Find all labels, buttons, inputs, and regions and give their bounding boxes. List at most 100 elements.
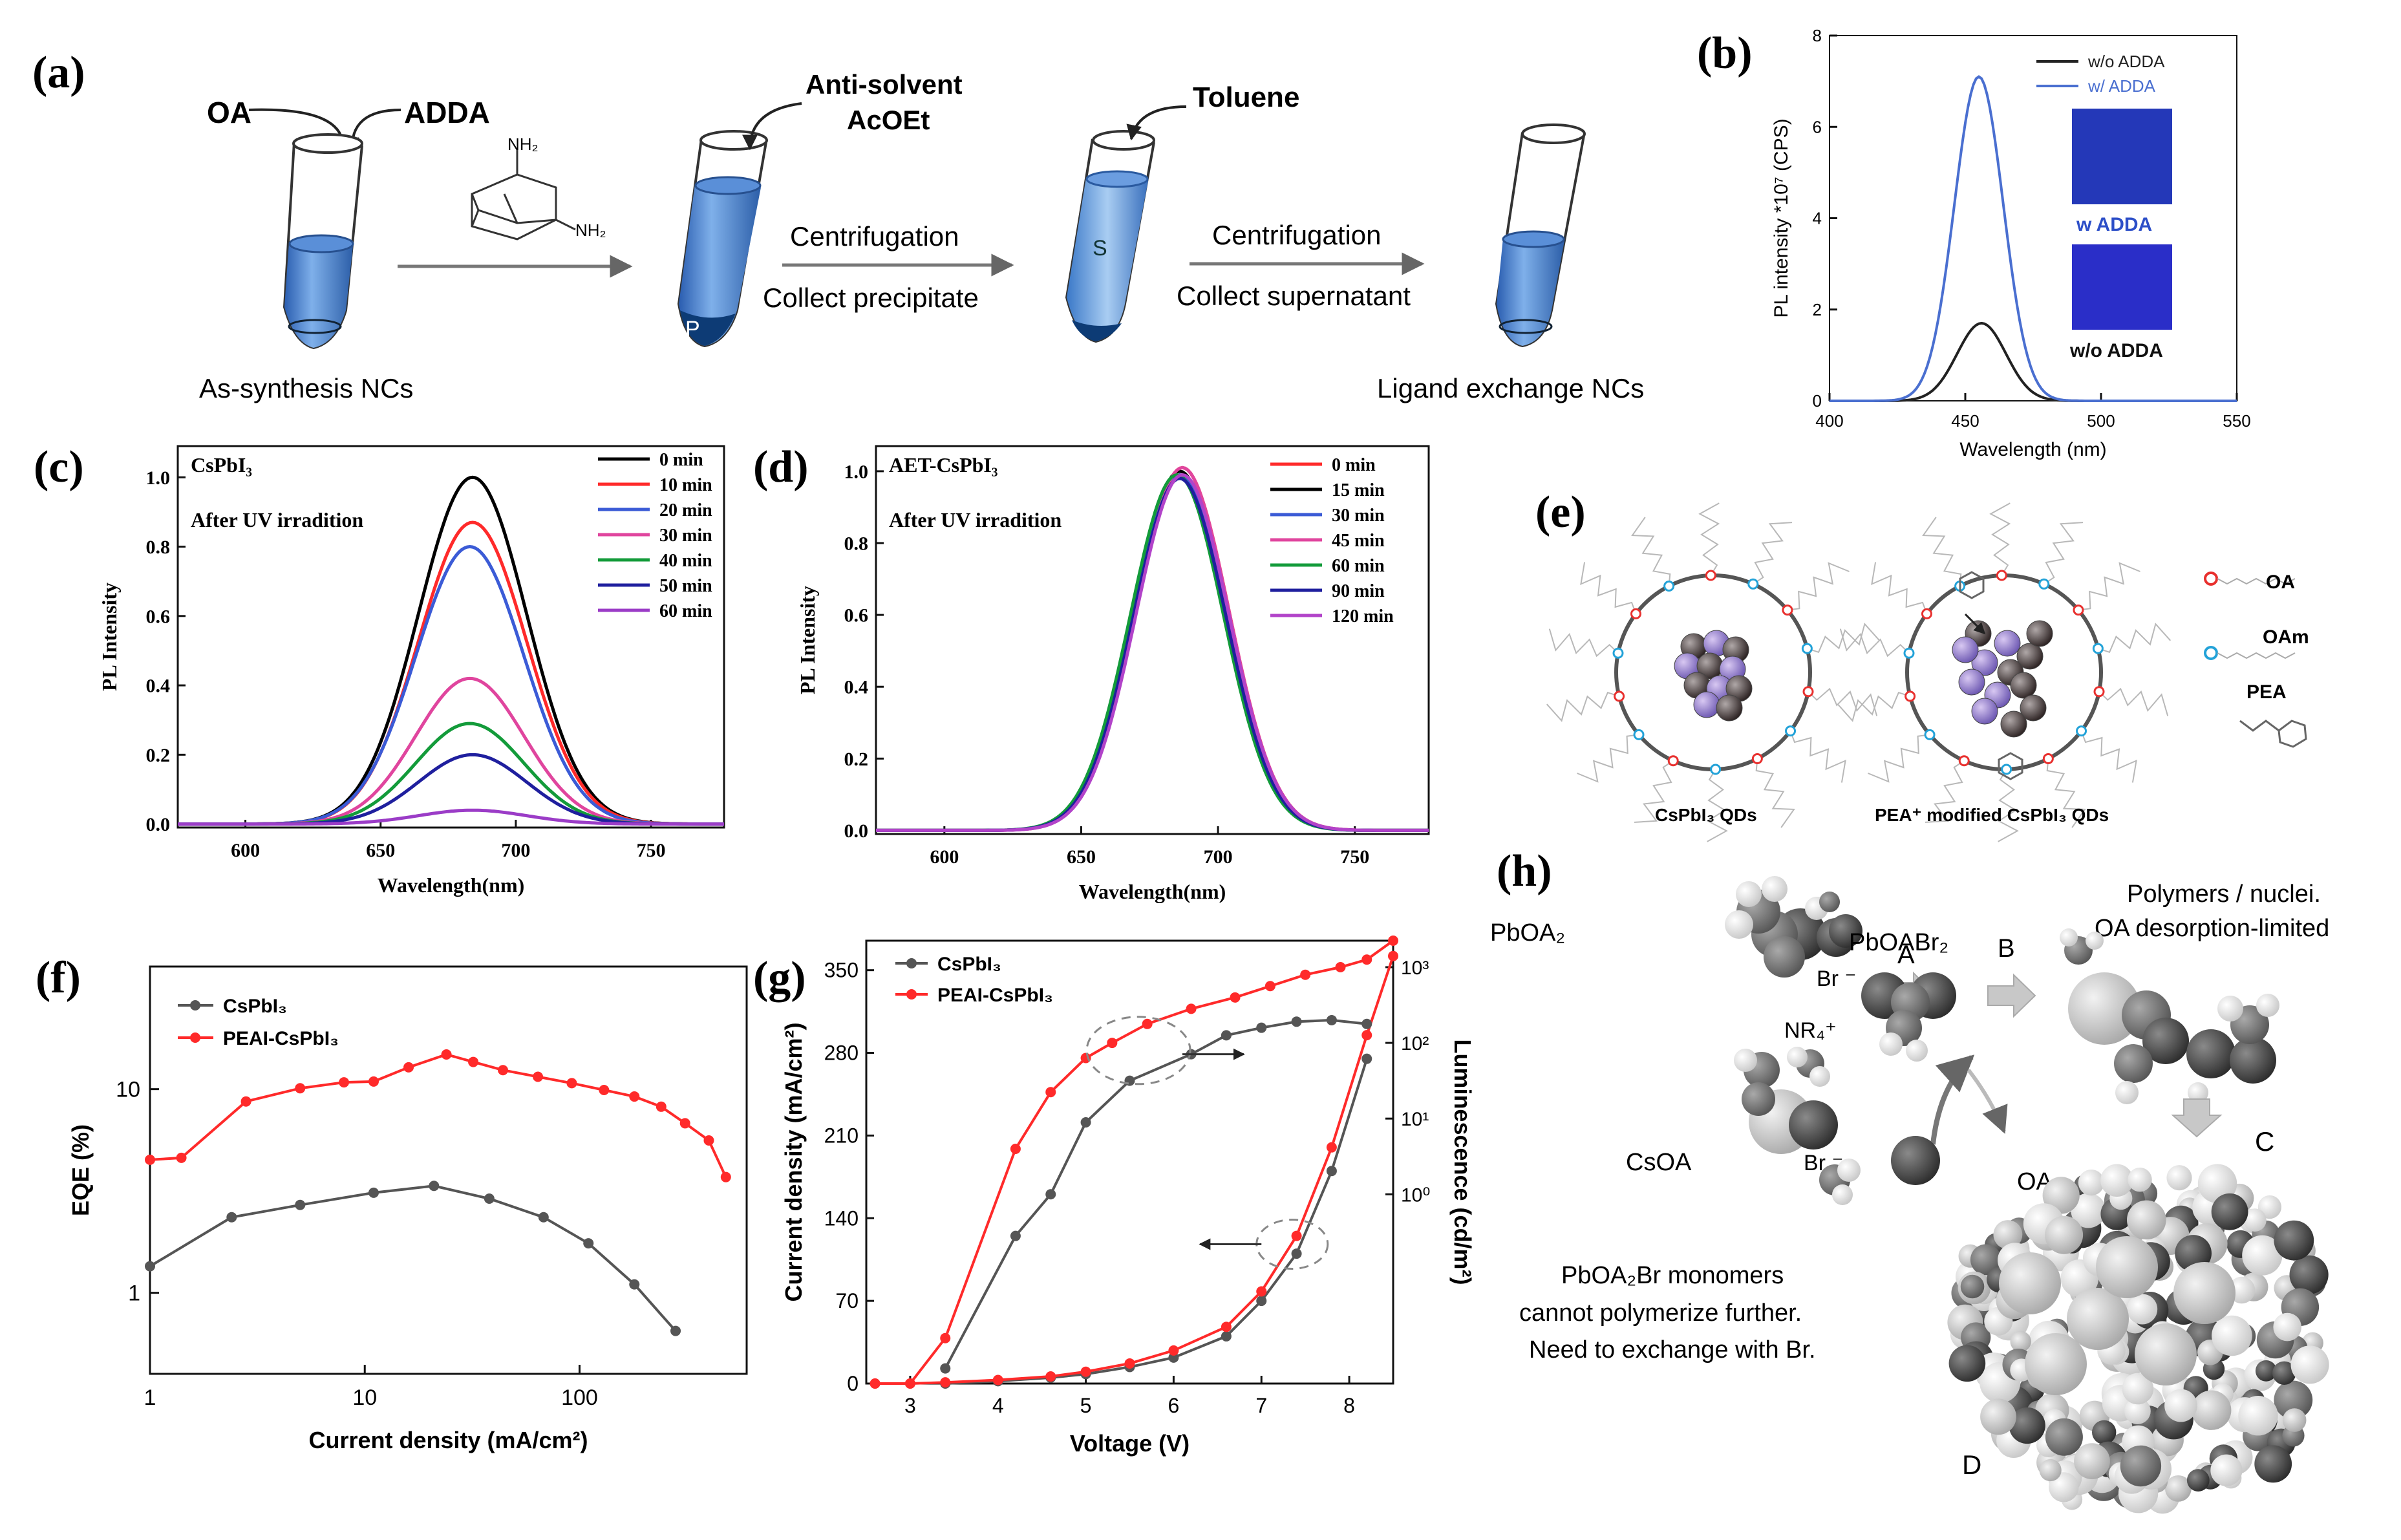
panel-label-c: (c) [34, 442, 84, 492]
x-tick-label: 750 [637, 840, 666, 861]
x-tick-label: 400 [1815, 411, 1843, 431]
cluster-cs-atom [2025, 1333, 2087, 1395]
label-toluene: Toluene [1193, 81, 1299, 113]
oam-headgroup [1612, 647, 1624, 659]
y-tick-label: 0.6 [844, 605, 869, 626]
ligand-chain [2098, 623, 2172, 654]
iodide-atom [1971, 698, 1998, 725]
y-axis-label: PL Intensity [796, 586, 819, 694]
panel-g: (g) 3 4 5 6 7 8 0 70 140 210 280 350 10⁰ 10¹ 10² 10³ Vol… [753, 936, 1476, 1457]
label-br1: Br ⁻ [1817, 967, 1856, 991]
series-line [178, 520, 724, 826]
label-arrow-a: A [1897, 941, 1915, 969]
cluster-atom [2165, 1475, 2192, 1502]
molecule-polymer [2060, 928, 2279, 1104]
label-pboabr2: PbOABr₂ [1849, 929, 1948, 956]
x-axis-label: Wavelength(nm) [378, 873, 525, 897]
y2-tick-label: 10⁰ [1401, 1184, 1430, 1206]
data-point [468, 1056, 479, 1067]
data-point [679, 1118, 690, 1129]
cluster-atom [2289, 1255, 2329, 1294]
ligand-chain [1789, 731, 1846, 783]
data-point [1045, 1371, 1056, 1382]
y-tick-label: 1.0 [844, 461, 869, 482]
data-point [870, 1378, 880, 1389]
oa-headgroup [1958, 755, 1970, 767]
data-point [1168, 1345, 1179, 1356]
data-point [441, 1049, 452, 1060]
data-point [1361, 1053, 1372, 1064]
antisolvent-line1: Anti-solvent [806, 69, 963, 100]
panel-label-f: (f) [36, 953, 81, 1003]
data-point [566, 1078, 577, 1089]
legend-label: 40 min [659, 551, 712, 571]
data-point [1291, 1230, 1302, 1241]
ligand-chain [1787, 562, 1850, 611]
legend-label: CsPbI₃ [223, 996, 287, 1017]
data-point [992, 1374, 1003, 1385]
data-point [1045, 1189, 1056, 1200]
data-point [176, 1152, 187, 1163]
lead-atom [2026, 620, 2053, 647]
oa-headgroup [1630, 608, 1641, 619]
oa-headgroup [1705, 570, 1716, 581]
polymers-line2: OA desorption-limited [2095, 915, 2329, 942]
cluster-atom [2274, 1380, 2313, 1420]
legend-label: 60 min [659, 601, 712, 621]
cluster-atom [2242, 1235, 2283, 1276]
ligand-chain [2080, 731, 2137, 783]
cluster-atom [2273, 1312, 2301, 1342]
oam-headgroup [1747, 578, 1759, 590]
inset-w-adda-label: w ADDA [2076, 214, 2152, 235]
oam-headgroup [1903, 647, 1915, 659]
data-point [533, 1071, 544, 1082]
y2-tick-label: 10² [1401, 1033, 1429, 1054]
legend-label: w/ ADDA [2087, 76, 2156, 96]
data-point [1388, 936, 1398, 946]
panel-d: (d) 600 650 700 750 0.0 0.2 0.4 0.6 0.8 1.0 Wavele… [753, 442, 1430, 903]
data-point [339, 1077, 350, 1088]
cluster-atom [2128, 1168, 2152, 1192]
legend-pea-label: PEA [2246, 681, 2287, 703]
legend-oam-dot [2204, 646, 2218, 660]
note-line1: PbOA₂Br monomers [1561, 1262, 1784, 1289]
molecule-csoa [1734, 1049, 1838, 1154]
oa-headgroup [1802, 686, 1814, 698]
legend-marker [906, 989, 917, 1000]
note-line3: Need to exchange with Br. [1529, 1336, 1816, 1364]
cluster-atom [2009, 1407, 2045, 1444]
label-adda: ADDA [404, 96, 490, 129]
cluster-atom [2243, 1208, 2267, 1232]
data-point [1142, 1018, 1153, 1029]
y-tick-label: 1 [128, 1281, 140, 1306]
cluster-atom [2197, 1164, 2237, 1203]
data-point [1256, 1296, 1267, 1307]
y-tick-label: 0.2 [844, 749, 869, 770]
y-axis-label: PL Intensity [98, 583, 121, 691]
data-point [295, 1083, 306, 1094]
y-tick-label: 0.0 [844, 820, 869, 842]
cluster-atom [2039, 1459, 2062, 1482]
x-axis-label: Wavelength(nm) [1079, 880, 1226, 903]
chart-annotation: After UV irradition [191, 508, 363, 531]
legend-label: PEAI-CsPbI₃ [937, 985, 1053, 1006]
data-point [1080, 1053, 1091, 1064]
x-tick-label: 8 [1343, 1394, 1355, 1417]
qd-pea-modified [1837, 502, 2172, 842]
lead-atom [1716, 694, 1743, 722]
ligand-chain [1580, 562, 1637, 614]
legend-oa-label: OA [2266, 572, 2295, 593]
cluster-atom [2166, 1165, 2192, 1191]
chart-annotation: After UV irradition [889, 508, 1062, 531]
ligand-chain [1997, 769, 2019, 842]
cluster-atom [2120, 1445, 2162, 1487]
legend-marker [190, 1032, 200, 1043]
ligand-chain [1839, 628, 1910, 658]
cluster-atom [2290, 1345, 2329, 1384]
label-c: C [2255, 1126, 2274, 1157]
data-point [1335, 961, 1346, 972]
legend-label: 0 min [659, 450, 703, 470]
y-tick-label: 0.0 [146, 814, 171, 835]
data-point [1361, 1018, 1372, 1029]
data-point [656, 1101, 667, 1112]
